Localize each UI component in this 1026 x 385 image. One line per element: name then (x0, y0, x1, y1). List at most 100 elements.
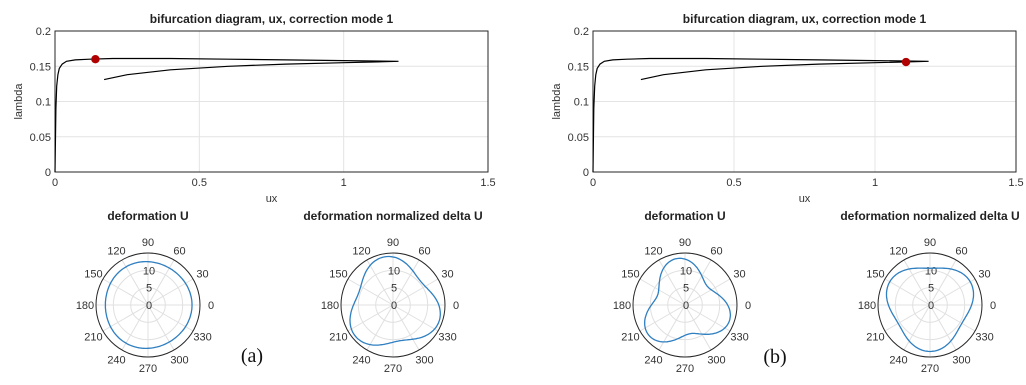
polar-title: deformation normalized delta U (840, 209, 1019, 223)
angle-gridline (366, 304, 394, 351)
angle-tick-label: 0 (453, 300, 459, 312)
radial-tick-label: 0 (146, 300, 152, 312)
angle-gridline (121, 259, 149, 306)
radial-tick-label: 10 (388, 265, 400, 277)
x-tick-label: 1.5 (1008, 177, 1023, 189)
radial-tick-label: 10 (680, 265, 692, 277)
angle-tick-label: 90 (387, 237, 399, 249)
angle-tick-label: 90 (679, 237, 691, 249)
radial-tick-label: 5 (683, 283, 689, 295)
x-tick-label: 0.5 (192, 177, 207, 189)
polar-frame (632, 252, 738, 358)
y-tick-label: 0.2 (574, 26, 589, 38)
angle-gridline (366, 259, 394, 306)
x-tick-label: 1.5 (480, 177, 495, 189)
angle-gridline (347, 304, 394, 332)
angle-tick-label: 270 (384, 363, 402, 375)
radial-tick-label: 10 (925, 265, 937, 277)
deformation-curve (349, 255, 441, 346)
angle-tick-label: 300 (707, 355, 725, 367)
radial-tick-label: 5 (928, 283, 934, 295)
angle-tick-label: 330 (438, 332, 456, 344)
angle-tick-label: 330 (975, 332, 993, 344)
y-tick-label: 0.05 (30, 132, 51, 144)
panel-a-deformation-polar: 0 30 60 90 120 150 180 210 240 270 300 330 0 5 10 defor… (76, 209, 214, 375)
y-axis-label: lambda (13, 83, 25, 120)
panel-a-label: (a) (241, 345, 263, 367)
x-axis-label: ux (266, 193, 278, 205)
angle-tick-label: 300 (415, 355, 433, 367)
radial-tick-label: 0 (928, 300, 934, 312)
angle-tick-label: 210 (866, 332, 884, 344)
angle-gridline (392, 304, 420, 351)
angle-tick-label: 0 (990, 300, 996, 312)
polar-title: deformation normalized delta U (303, 209, 482, 223)
radial-tick-label: 5 (391, 283, 397, 295)
angle-tick-label: 0 (208, 300, 214, 312)
y-tick-label: 0.1 (574, 97, 589, 109)
angle-tick-label: 180 (858, 300, 876, 312)
angle-gridline (929, 259, 957, 306)
y-tick-label: 0 (45, 167, 51, 179)
angle-tick-label: 240 (644, 355, 662, 367)
polar-frame (95, 252, 201, 358)
deformation-curve (104, 260, 193, 350)
x-tick-label: 0 (590, 177, 596, 189)
plot-frame (54, 30, 489, 173)
x-tick-label: 1 (872, 177, 878, 189)
deformation-curve (885, 267, 975, 353)
angle-gridline (929, 304, 976, 332)
panel-a-normalized-delta-polar: 0 30 60 90 120 150 180 210 240 270 300 330 0 5 10 defor… (303, 209, 482, 375)
chart-title: bifurcation diagram, ux, correction mode… (683, 12, 927, 26)
y-tick-label: 0.15 (568, 61, 589, 73)
angle-tick-label: 240 (352, 355, 370, 367)
y-axis-label: lambda (551, 83, 563, 120)
angle-gridline (684, 278, 731, 306)
angle-tick-label: 210 (84, 332, 102, 344)
angle-tick-label: 180 (321, 300, 339, 312)
deformation-curve (644, 257, 732, 343)
panel-a-bifurcation-chart: 0 0.5 1 1.5 0 0.05 0.1 0.15 0.2 bifurcation diagr… (13, 12, 496, 205)
y-tick-label: 0.15 (30, 61, 51, 73)
angle-gridline (929, 304, 957, 351)
angle-tick-label: 270 (921, 363, 939, 375)
polar-title: deformation U (107, 209, 188, 223)
y-tick-label: 0.2 (36, 26, 51, 38)
angle-gridline (903, 259, 931, 306)
angle-tick-label: 300 (170, 355, 188, 367)
angle-tick-label: 60 (418, 245, 430, 257)
chart-title: bifurcation diagram, ux, correction mode… (150, 12, 394, 26)
angle-tick-label: 150 (621, 269, 639, 281)
panel-b-label: (b) (763, 346, 786, 368)
angle-tick-label: 120 (107, 245, 125, 257)
angle-tick-label: 210 (621, 332, 639, 344)
angle-tick-label: 90 (142, 237, 154, 249)
angle-tick-label: 60 (955, 245, 967, 257)
angle-gridline (884, 304, 931, 332)
panel-b-normalized-delta-polar: 0 30 60 90 120 150 180 210 240 270 300 330 0 5 10 defor… (840, 209, 1019, 375)
angle-tick-label: 120 (889, 245, 907, 257)
panel-b-deformation-polar: 0 30 60 90 120 150 180 210 240 270 300 330 0 5 10 defor… (613, 209, 751, 375)
angle-tick-label: 270 (139, 363, 157, 375)
angle-tick-label: 240 (107, 355, 125, 367)
current-point-marker (901, 57, 911, 67)
polar-frame (877, 252, 983, 358)
radial-tick-label: 0 (683, 300, 689, 312)
angle-gridline (147, 304, 175, 351)
panel-b-bifurcation-chart: 0 0.5 1 1.5 0 0.05 0.1 0.15 0.2 bifurcation diagr… (551, 12, 1024, 205)
radial-tick-label: 5 (146, 283, 152, 295)
x-tick-label: 1 (341, 177, 347, 189)
angle-tick-label: 150 (866, 269, 884, 281)
angle-gridline (147, 259, 175, 306)
angle-gridline (392, 278, 439, 306)
angle-gridline (639, 278, 686, 306)
angle-tick-label: 120 (352, 245, 370, 257)
angle-tick-label: 30 (733, 269, 745, 281)
angle-tick-label: 240 (889, 355, 907, 367)
angle-tick-label: 150 (329, 269, 347, 281)
angle-gridline (684, 259, 712, 306)
polar-frame (340, 252, 446, 358)
angle-gridline (392, 304, 439, 332)
angle-gridline (684, 304, 731, 332)
